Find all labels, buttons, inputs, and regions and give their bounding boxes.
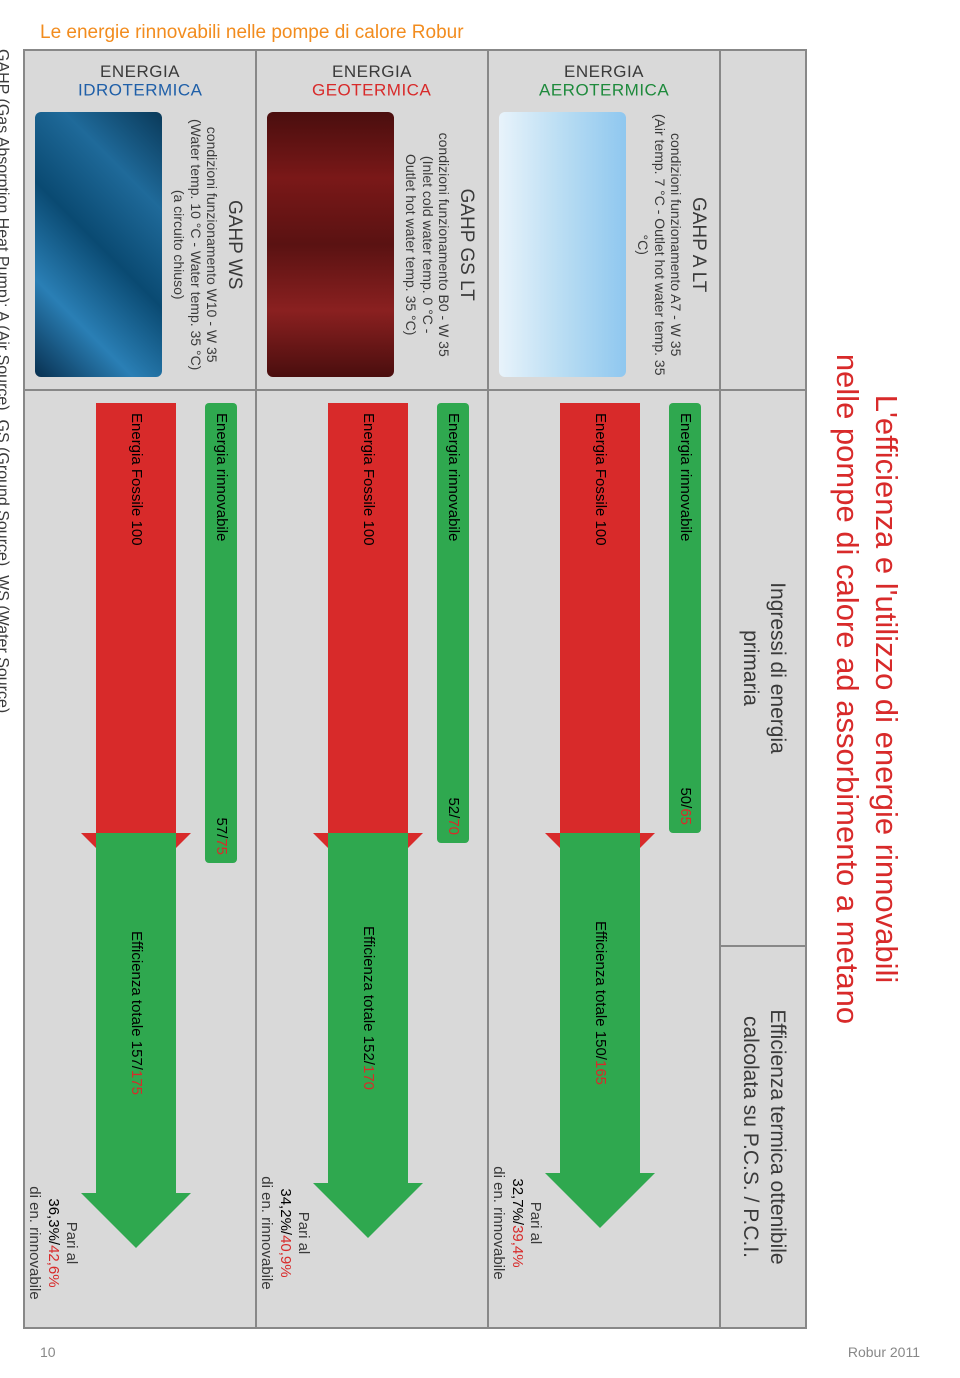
row2-vlabel-2: IDROTERMICA [36,82,246,101]
row1-vlabel: ENERGIA GEOTERMICA [268,63,478,100]
row0-vlabel: ENERGIA AEROTERMICA [500,63,710,100]
row1-eff-head [314,1183,424,1238]
row0-eff-label: Efficienza totale 150/165 [592,921,609,1085]
row2-vlabel-1: ENERGIA [36,63,246,82]
row2-cond: condizioni funzionamento W10 - W 35 (Wat… [170,112,220,377]
rotated-diagram-stage: L'efficienza e l'utilizzo di energie rin… [55,49,905,1329]
row1-renew-val: 52/70 [438,797,470,835]
row1-swatch [268,112,395,377]
row2-vlabel: ENERGIA IDROTERMICA [36,63,246,100]
row0-model: GAHP A LT [688,112,710,377]
row2-eff-body: Efficienza totale 157/175 [97,833,177,1193]
header-left-blank [722,51,806,391]
row0-eff-head [546,1173,656,1228]
row0-fossil-body: Energia Fossile 100 [561,403,641,833]
row2-suffix: di en. rinnovabile [26,1186,43,1299]
row1-renew-bar: Energia rinnovabile 52/70 [438,403,470,843]
row2-left: ENERGIA IDROTERMICA GAHP WS condizioni f… [26,51,256,391]
row2-renew-val-txt: 57/75 [213,817,230,855]
header-mid: Ingressi di energia primaria [722,391,806,947]
row1-body: GAHP GS LT condizioni funzionamento B0 -… [268,112,478,377]
row0-pct: 32,7%/39,4% [509,1178,526,1267]
row0-eff-body: Efficienza totale 150/165 [561,833,641,1173]
row0-suffix: di en. rinnovabile [490,1166,507,1279]
page-header: Le energie rinnovabili nelle pompe di ca… [40,22,464,44]
row0-cond: condizioni funzionamento A7 - W 35 (Air … [634,112,684,377]
row2-pct: 36,3%/42,6% [45,1198,62,1287]
row0-vlabel-2: AEROTERMICA [500,82,710,101]
row2-pari: Pari al [64,1222,81,1265]
row1-pari: Pari al [296,1212,313,1255]
row2-model: GAHP WS [224,112,246,377]
header-row: Ingressi di energia primaria Efficienza … [722,51,806,1327]
row1-right: Energia rinnovabile 52/70 Energia Fossil… [258,391,488,1327]
row2-fossil-body: Energia Fossile 100 [97,403,177,833]
row1-vlabel-1: ENERGIA [268,63,478,82]
row0-pari: Pari al [528,1202,545,1245]
row0-body: GAHP A LT condizioni funzionamento A7 - … [500,112,710,377]
row0-vlabel-1: ENERGIA [500,63,710,82]
row0-renew-label: Energia rinnovabile [677,413,694,541]
header-mid-text: Ingressi di energia primaria [737,582,790,754]
row2-right: Energia rinnovabile 57/75 Energia Fossil… [26,391,256,1327]
row1-fossil-body: Energia Fossile 100 [329,403,409,833]
row2-body: GAHP WS condizioni funzionamento W10 - W… [36,112,246,377]
row2-renew-val: 57/75 [206,817,238,855]
row0-right: Energia rinnovabile 50/65 Energia Fossil… [490,391,720,1327]
diagram-frame: Ingressi di energia primaria Efficienza … [24,49,808,1329]
row0-eff-caption: Pari al 32,7%/39,4% di en. rinnovabile [488,1133,544,1313]
row2-swatch [36,112,163,377]
row1-left: ENERGIA GEOTERMICA GAHP GS LT condizioni… [258,51,488,391]
title-line-2: nelle pompe di calore ad assorbimento a … [830,354,865,1024]
row2-eff-caption: Pari al 36,3%/42,6% di en. rinnovabile [24,1153,80,1333]
title-line-1: L'efficienza e l'utilizzo di energie rin… [869,395,904,984]
row1-suffix: di en. rinnovabile [258,1176,275,1289]
footer-brand: Robur 2011 [848,1344,920,1360]
row0-renew-val: 50/65 [670,787,702,825]
header-right: Efficienza termica ottenibile calcolata … [722,947,806,1327]
row2-renew-label: Energia rinnovabile [213,413,230,541]
row1-renew-val-txt: 52/70 [445,797,462,835]
page-number: 10 [40,1344,56,1360]
row1-pct: 34,2%/40,9% [277,1188,294,1277]
row-geotermica: ENERGIA GEOTERMICA GAHP GS LT condizioni… [258,51,490,1327]
row1-eff-label: Efficienza totale 152/170 [360,926,377,1090]
page-footer: 10 Robur 2011 [0,1344,960,1360]
row2-renew-bar: Energia rinnovabile 57/75 [206,403,238,863]
row-idrotermica: ENERGIA IDROTERMICA GAHP WS condizioni f… [26,51,258,1327]
row-aerotermica: ENERGIA AEROTERMICA GAHP A LT condizioni… [490,51,722,1327]
row1-cond: condizioni funzionamento B0 - W 35 (Inle… [402,112,452,377]
row0-swatch [500,112,627,377]
header-right-text: Efficienza termica ottenibile calcolata … [737,1009,790,1264]
row0-fossil-label: Energia Fossile 100 [592,413,609,546]
row1-vlabel-2: GEOTERMICA [268,82,478,101]
row2-eff-label: Efficienza totale 157/175 [128,931,145,1095]
row1-model: GAHP GS LT [456,112,478,377]
row1-eff-body: Efficienza totale 152/170 [329,833,409,1183]
row1-eff-caption: Pari al 34,2%/40,9% di en. rinnovabile [256,1143,312,1323]
row1-renew-label: Energia rinnovabile [445,413,462,541]
main-title: L'efficienza e l'utilizzo di energie rin… [828,49,906,1329]
row0-renew-bar: Energia rinnovabile 50/65 [670,403,702,833]
row2-eff-head [82,1193,192,1248]
row2-fossil-label: Energia Fossile 100 [128,413,145,546]
legend: GAHP (Gas Absorption Heat Pump): A (Air … [0,49,12,1329]
row0-renew-val-txt: 50/65 [677,787,694,825]
row1-fossil-label: Energia Fossile 100 [360,413,377,546]
row0-left: ENERGIA AEROTERMICA GAHP A LT condizioni… [490,51,720,391]
